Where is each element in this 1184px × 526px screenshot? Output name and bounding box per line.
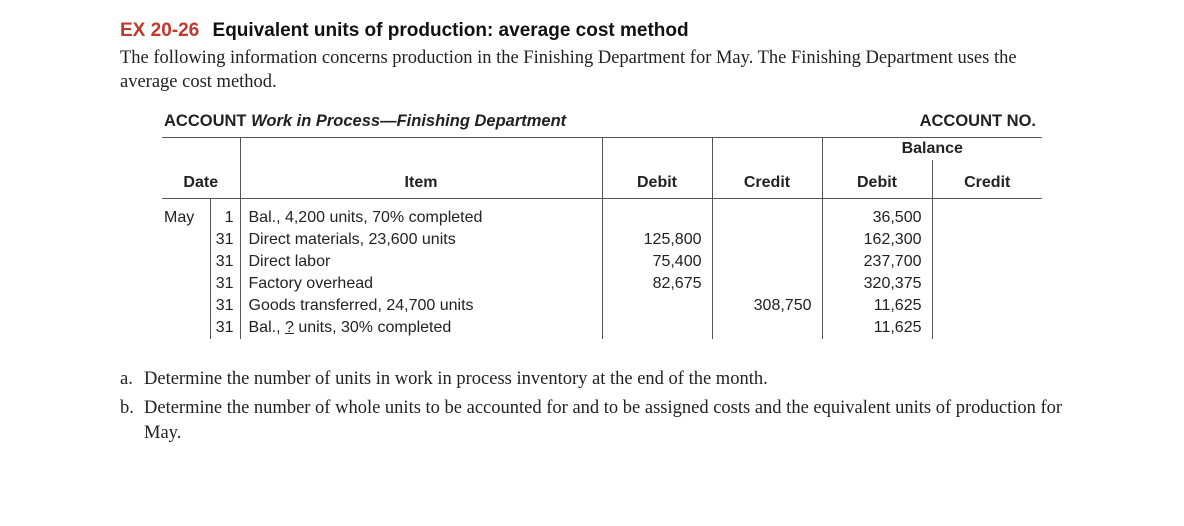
account-label: ACCOUNT: [164, 112, 247, 130]
cell-bal-credit: [932, 295, 1042, 317]
ledger-account: ACCOUNT Work in Process—Finishing Depart…: [162, 108, 1042, 339]
question-b-label: b.: [120, 396, 144, 446]
cell-debit: [602, 199, 712, 230]
cell-month: May: [162, 199, 210, 230]
cell-debit: 82,675: [602, 273, 712, 295]
account-no-label: ACCOUNT NO.: [920, 112, 1036, 131]
col-credit: Credit: [712, 160, 822, 199]
exercise-number: EX 20-26: [120, 20, 199, 41]
cell-bal-credit: [932, 229, 1042, 251]
col-bal-debit: Debit: [822, 160, 932, 199]
cell-item: Direct labor: [240, 251, 602, 273]
cell-bal-debit: 36,500: [822, 199, 932, 230]
cell-debit: [602, 295, 712, 317]
cell-item: Bal., ? units, 30% completed: [240, 317, 602, 339]
account-header: ACCOUNT Work in Process—Finishing Depart…: [162, 108, 1042, 138]
unknown-units-placeholder: ?: [285, 319, 294, 336]
account-name: Work in Process—Finishing Department: [251, 112, 566, 130]
cell-credit: [712, 273, 822, 295]
ledger-table: Balance Date Item Debit Credit Debit Cre…: [162, 138, 1042, 339]
table-row: May 1 Bal., 4,200 units, 70% completed 3…: [162, 199, 1042, 230]
cell-credit: 308,750: [712, 295, 822, 317]
col-date: Date: [162, 160, 240, 199]
exercise-title: Equivalent units of production: average …: [213, 20, 689, 41]
cell-debit: 125,800: [602, 229, 712, 251]
cell-month: [162, 273, 210, 295]
cell-day: 31: [210, 273, 240, 295]
cell-day: 31: [210, 229, 240, 251]
col-balance: Balance: [822, 138, 1042, 160]
question-b: b. Determine the number of whole units t…: [120, 396, 1064, 446]
cell-credit: [712, 251, 822, 273]
cell-day: 31: [210, 295, 240, 317]
table-row: 31 Bal., ? units, 30% completed 11,625: [162, 317, 1042, 339]
ledger-body: May 1 Bal., 4,200 units, 70% completed 3…: [162, 199, 1042, 340]
cell-credit: [712, 199, 822, 230]
cell-bal-debit: 162,300: [822, 229, 932, 251]
table-row: 31 Goods transferred, 24,700 units 308,7…: [162, 295, 1042, 317]
cell-bal-debit: 11,625: [822, 317, 932, 339]
cell-month: [162, 251, 210, 273]
cell-day: 31: [210, 317, 240, 339]
cell-month: [162, 295, 210, 317]
table-row: 31 Direct labor 75,400 237,700: [162, 251, 1042, 273]
cell-item: Factory overhead: [240, 273, 602, 295]
cell-item: Goods transferred, 24,700 units: [240, 295, 602, 317]
cell-bal-debit: 237,700: [822, 251, 932, 273]
table-row: 31 Direct materials, 23,600 units 125,80…: [162, 229, 1042, 251]
cell-bal-credit: [932, 251, 1042, 273]
cell-item: Bal., 4,200 units, 70% completed: [240, 199, 602, 230]
cell-credit: [712, 317, 822, 339]
cell-bal-debit: 11,625: [822, 295, 932, 317]
exercise-heading: EX 20-26 Equivalent units of production:…: [120, 20, 1064, 42]
table-row: 31 Factory overhead 82,675 320,375: [162, 273, 1042, 295]
cell-day: 31: [210, 251, 240, 273]
cell-month: [162, 317, 210, 339]
cell-bal-credit: [932, 273, 1042, 295]
cell-debit: [602, 317, 712, 339]
question-a: a. Determine the number of units in work…: [120, 367, 1064, 392]
col-item: Item: [240, 160, 602, 199]
question-list: a. Determine the number of units in work…: [120, 367, 1064, 446]
col-bal-credit: Credit: [932, 160, 1042, 199]
cell-day: 1: [210, 199, 240, 230]
cell-item: Direct materials, 23,600 units: [240, 229, 602, 251]
question-b-text: Determine the number of whole units to b…: [144, 396, 1064, 446]
cell-credit: [712, 229, 822, 251]
intro-text: The following information concerns produ…: [120, 46, 1064, 94]
cell-bal-credit: [932, 199, 1042, 230]
cell-bal-debit: 320,375: [822, 273, 932, 295]
col-debit: Debit: [602, 160, 712, 199]
question-a-label: a.: [120, 367, 144, 392]
question-a-text: Determine the number of units in work in…: [144, 367, 768, 392]
cell-bal-credit: [932, 317, 1042, 339]
cell-month: [162, 229, 210, 251]
cell-debit: 75,400: [602, 251, 712, 273]
